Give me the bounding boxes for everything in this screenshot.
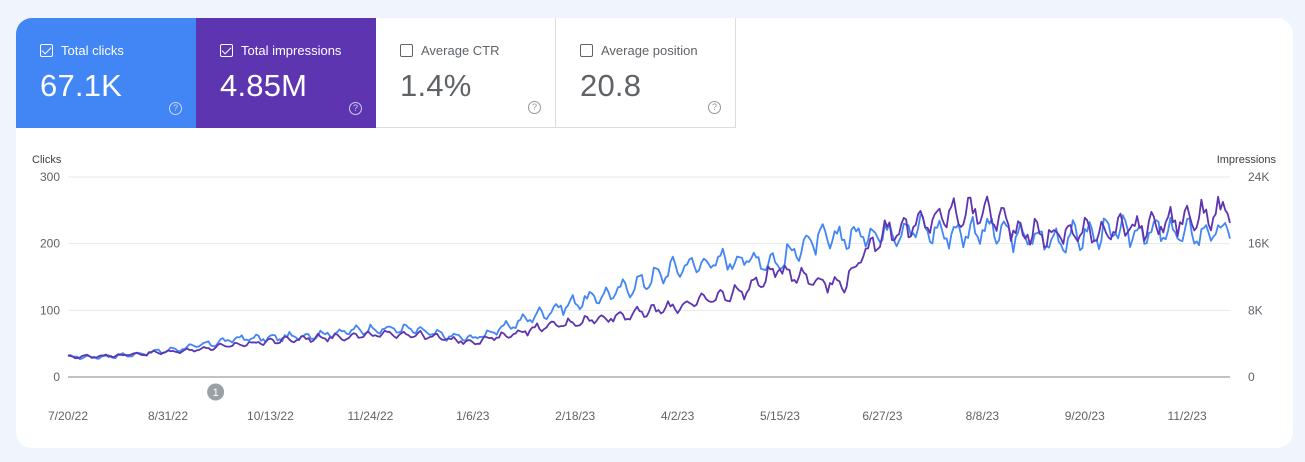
total-clicks-header: Total clicks	[40, 43, 124, 58]
annotation-marker[interactable]	[207, 383, 225, 401]
total-impressions-value: 4.85M	[220, 68, 308, 103]
x-tick-label: 2/18/23	[555, 409, 595, 423]
x-tick-label: 7/20/22	[48, 409, 88, 423]
average-ctr-tile[interactable]: Average CTR 1.4% ?	[376, 18, 556, 128]
performance-card: Total clicks 67.1K ? Total impressions 4…	[16, 18, 1293, 448]
help-icon[interactable]: ?	[708, 101, 721, 114]
average-position-tile[interactable]: Average position 20.8 ?	[556, 18, 736, 128]
annotation-label: 1	[213, 387, 219, 399]
right-tick-label: 24K	[1248, 170, 1269, 184]
average-position-header: Average position	[580, 43, 698, 58]
help-icon[interactable]: ?	[169, 102, 182, 115]
right-tick-label: 16K	[1248, 237, 1269, 251]
left-tick-label: 300	[40, 170, 60, 184]
x-tick-label: 11/2/23	[1168, 409, 1207, 423]
clicks-series-line	[67, 213, 1231, 361]
average-position-value: 20.8	[580, 68, 642, 103]
x-tick-label: 9/20/23	[1065, 409, 1105, 423]
left-tick-label: 100	[40, 303, 60, 317]
total-impressions-checkbox[interactable]	[220, 44, 233, 57]
x-tick-label: 11/24/22	[347, 409, 393, 423]
impressions-series-line	[67, 195, 1231, 360]
x-tick-label: 4/2/23	[661, 409, 695, 423]
average-ctr-label: Average CTR	[421, 43, 500, 58]
total-impressions-tile[interactable]: Total impressions 4.85M ?	[196, 18, 376, 128]
average-ctr-header: Average CTR	[400, 43, 500, 58]
right-tick-label: 0	[1248, 370, 1255, 384]
metric-tiles: Total clicks 67.1K ? Total impressions 4…	[16, 18, 736, 128]
x-tick-label: 8/31/22	[148, 409, 188, 423]
average-ctr-checkbox[interactable]	[400, 44, 413, 57]
x-tick-label: 5/15/23	[760, 409, 800, 423]
left-tick-label: 200	[40, 237, 60, 251]
total-clicks-checkbox[interactable]	[40, 44, 53, 57]
help-icon[interactable]: ?	[528, 101, 541, 114]
x-tick-label: 8/8/23	[966, 409, 1000, 423]
right-axis-title: Impressions	[1217, 154, 1277, 166]
left-axis-title: Clicks	[32, 154, 62, 166]
x-tick-label: 10/13/22	[247, 409, 294, 423]
right-tick-label: 8K	[1248, 303, 1263, 317]
total-impressions-header: Total impressions	[220, 43, 341, 58]
x-tick-label: 1/6/23	[456, 409, 490, 423]
total-clicks-value: 67.1K	[40, 68, 123, 103]
total-impressions-label: Total impressions	[241, 43, 342, 58]
left-tick-label: 0	[53, 370, 60, 384]
help-icon[interactable]: ?	[349, 102, 362, 115]
x-tick-label: 6/27/23	[862, 409, 902, 423]
total-clicks-tile[interactable]: Total clicks 67.1K ?	[16, 18, 196, 128]
average-position-checkbox[interactable]	[580, 44, 593, 57]
total-clicks-label: Total clicks	[61, 43, 124, 58]
average-position-label: Average position	[601, 43, 698, 58]
average-ctr-value: 1.4%	[400, 68, 472, 103]
